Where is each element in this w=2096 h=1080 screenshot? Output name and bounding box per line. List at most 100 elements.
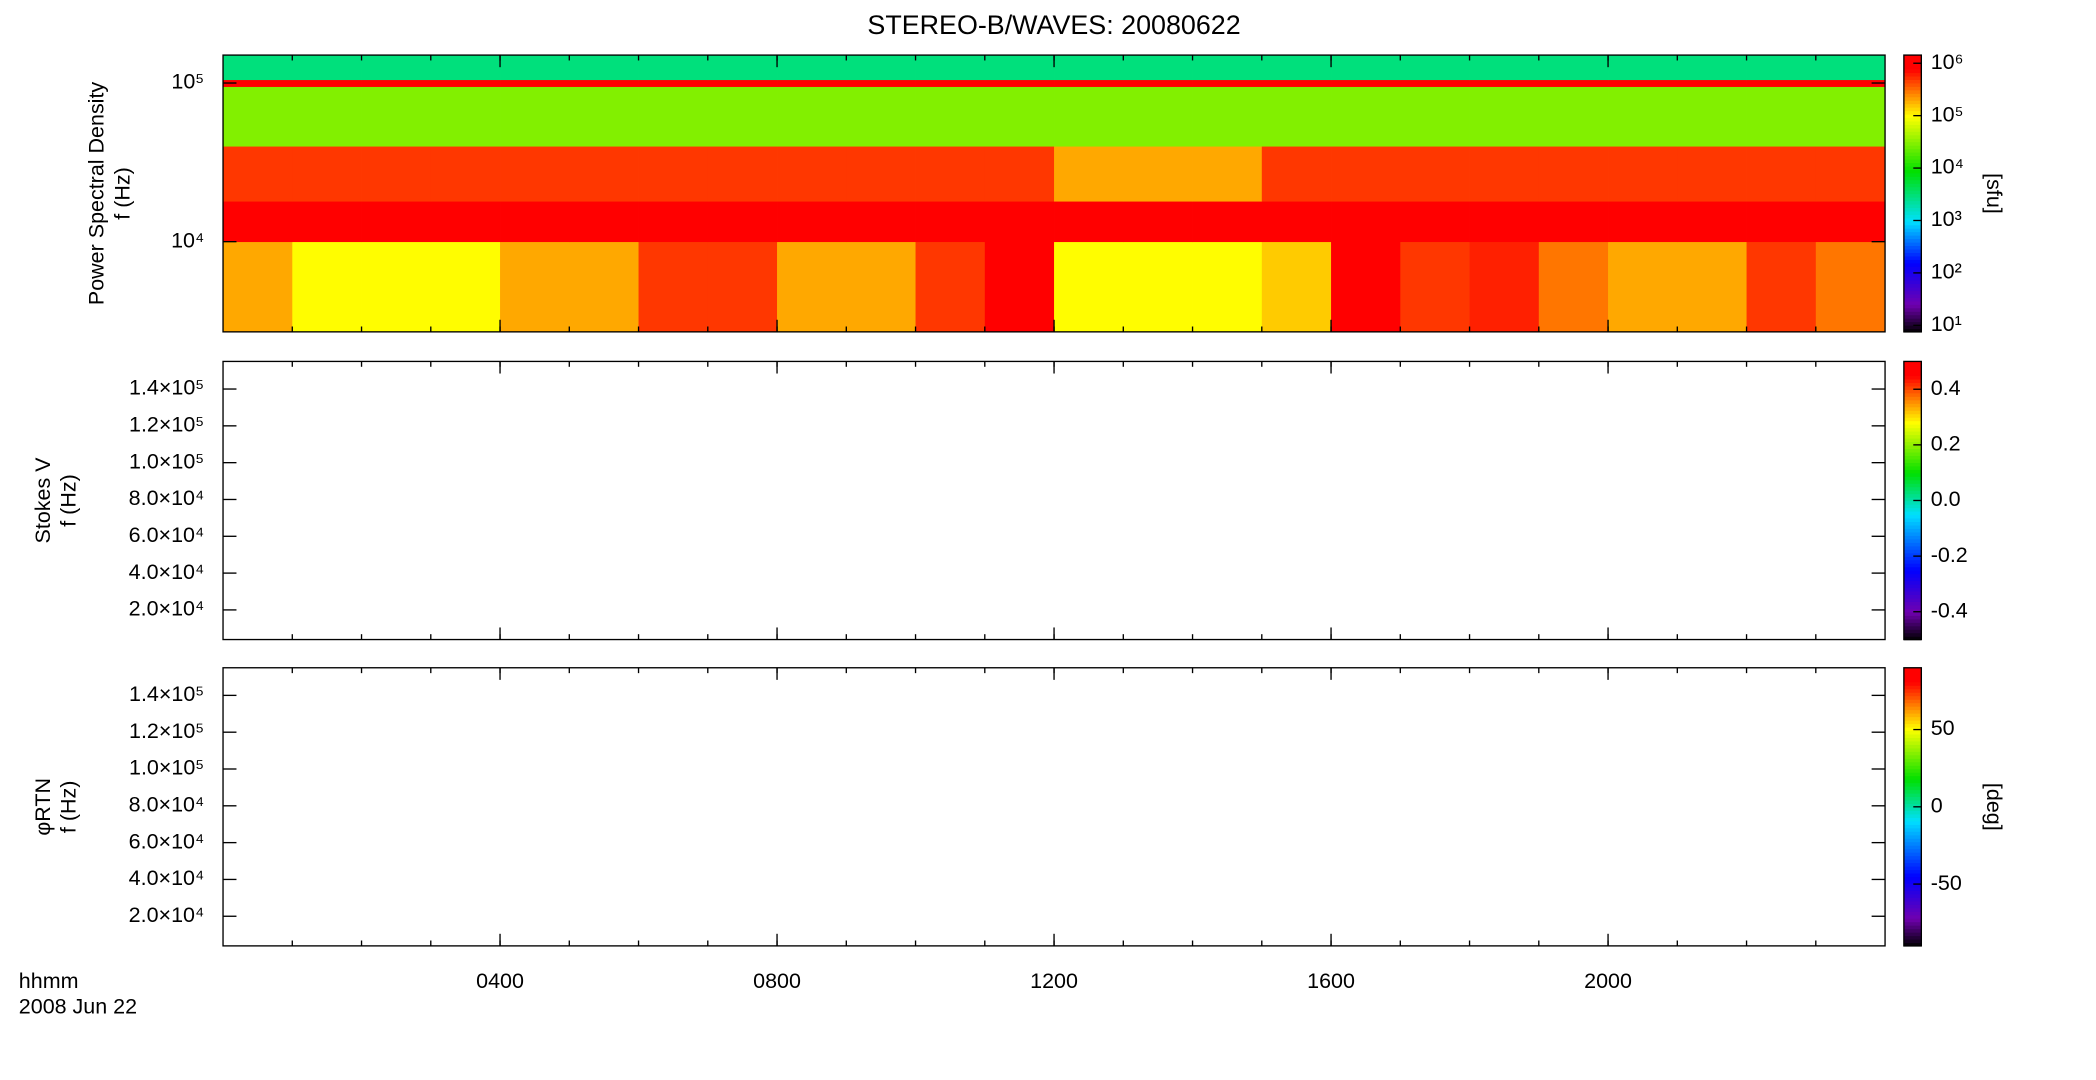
heatmap-cell xyxy=(1331,201,1401,243)
colorbar-strip xyxy=(1903,406,1922,411)
heatmap-cell xyxy=(1123,241,1193,333)
colorbar-strip xyxy=(1903,792,1922,798)
colorbar-strip xyxy=(1903,169,1922,174)
colorbar-strip xyxy=(1903,210,1922,215)
colorbar-strip xyxy=(1903,311,1922,316)
heatmap-cell xyxy=(707,201,778,243)
colorbar-strip xyxy=(1903,918,1922,923)
colorbar-strip xyxy=(1903,542,1922,547)
colorbar-strip xyxy=(1903,914,1922,919)
colorbar-strip xyxy=(1903,503,1922,509)
heatmap-cell xyxy=(223,146,293,202)
colorbar-strip xyxy=(1903,685,1922,690)
colorbar-strip xyxy=(1903,65,1922,70)
x-axis-label: hhmm xyxy=(19,969,79,993)
colorbar-strip xyxy=(1903,269,1922,274)
heatmap-cell xyxy=(1331,86,1401,147)
x-tick-label: 2000 xyxy=(1584,969,1632,993)
colorbar-strip xyxy=(1903,162,1922,167)
colorbar-strip xyxy=(1903,324,1922,330)
colorbar-strip xyxy=(1903,479,1922,484)
colorbar-tick-label: 10¹ xyxy=(1931,312,1962,336)
colorbar-tick-label: 0 xyxy=(1931,793,1943,817)
colorbar-strip xyxy=(1903,594,1922,599)
y-tick-label: 1.2×10⁵ xyxy=(129,413,204,437)
colorbar-tick-label: -0.2 xyxy=(1931,543,1968,567)
heatmap-cell xyxy=(1261,79,1332,87)
colorbar-strip xyxy=(1903,328,1922,333)
colorbar-strip xyxy=(1903,200,1922,205)
colorbar-strip xyxy=(1903,876,1922,881)
colorbar-strip xyxy=(1903,462,1922,467)
x-tick-label: 0800 xyxy=(753,969,801,993)
colorbar-strip xyxy=(1903,297,1922,302)
colorbar-tick-label: 50 xyxy=(1931,716,1955,740)
colorbar-strip xyxy=(1903,193,1922,198)
colorbar-strip xyxy=(1903,117,1922,122)
heatmap-cell xyxy=(777,201,847,243)
colorbar-strip xyxy=(1903,692,1922,697)
colorbar-strip xyxy=(1903,576,1922,582)
heatmap-cell xyxy=(915,201,986,243)
colorbar-strip xyxy=(1903,441,1922,446)
colorbar-strip xyxy=(1903,203,1922,208)
colorbar-strip xyxy=(1903,217,1922,222)
colorbar-strip xyxy=(1903,775,1922,780)
colorbar-strip xyxy=(1903,744,1922,749)
heatmap-cell xyxy=(1746,86,1817,147)
heatmap-cell xyxy=(500,55,570,81)
heatmap-cell xyxy=(430,79,501,87)
colorbar-strip xyxy=(1903,238,1922,243)
heatmap-cell xyxy=(223,86,293,147)
colorbar-strip xyxy=(1903,165,1922,170)
heatmap-cell xyxy=(707,55,778,81)
colorbar-strip xyxy=(1903,68,1922,74)
colorbar-strip xyxy=(1903,417,1922,422)
y-tick-label: 1.0×10⁵ xyxy=(129,449,204,473)
colorbar-strip xyxy=(1903,176,1922,181)
heatmap-cell xyxy=(1538,86,1609,147)
heatmap-cell xyxy=(638,201,709,243)
colorbar-strip xyxy=(1903,234,1922,240)
colorbar-strip xyxy=(1903,813,1922,818)
colorbar-strip xyxy=(1903,507,1922,512)
colorbar-strip xyxy=(1903,420,1922,425)
heatmap-cell xyxy=(846,241,916,333)
heatmap-cell xyxy=(707,146,778,202)
colorbar-strip xyxy=(1903,248,1922,253)
heatmap-cell xyxy=(430,201,501,243)
colorbar-strip xyxy=(1903,716,1922,721)
colorbar-strip xyxy=(1903,375,1922,380)
colorbar-strip xyxy=(1903,629,1922,634)
colorbar-strip xyxy=(1903,392,1922,397)
colorbar-strip xyxy=(1903,545,1922,550)
colorbar-strip xyxy=(1903,293,1922,298)
heatmap-cell xyxy=(1331,55,1401,81)
heatmap-cell xyxy=(915,79,986,87)
colorbar-strip xyxy=(1903,120,1922,125)
colorbar-strip xyxy=(1903,172,1922,177)
colorbar-strip xyxy=(1903,455,1922,460)
heatmap-cell xyxy=(707,241,778,333)
colorbar-strip xyxy=(1903,893,1922,898)
colorbar-tick-label: 0.4 xyxy=(1931,376,1961,400)
heatmap-cell xyxy=(292,79,362,87)
heatmap-cell xyxy=(569,146,639,202)
heatmap-cell xyxy=(1054,146,1124,202)
colorbar-strip xyxy=(1903,604,1922,609)
colorbar-strip xyxy=(1903,469,1922,474)
heatmap-cell xyxy=(1746,241,1817,333)
plot-frame xyxy=(222,667,1886,947)
y-tick-label: 8.0×10⁴ xyxy=(129,486,205,510)
colorbar-strip xyxy=(1903,300,1922,305)
colorbar-strip xyxy=(1903,702,1922,707)
colorbar-strip xyxy=(1903,765,1922,770)
colorbar-strip xyxy=(1903,597,1922,602)
colorbar-strip xyxy=(1903,62,1922,67)
heatmap-cell xyxy=(361,55,432,81)
heatmap-cell xyxy=(292,146,362,202)
heatmap-cell xyxy=(500,201,570,243)
colorbar-tick-label: 10⁴ xyxy=(1931,155,1964,179)
colorbar-strip xyxy=(1903,413,1922,418)
colorbar-tick-label: -0.4 xyxy=(1931,598,1968,622)
